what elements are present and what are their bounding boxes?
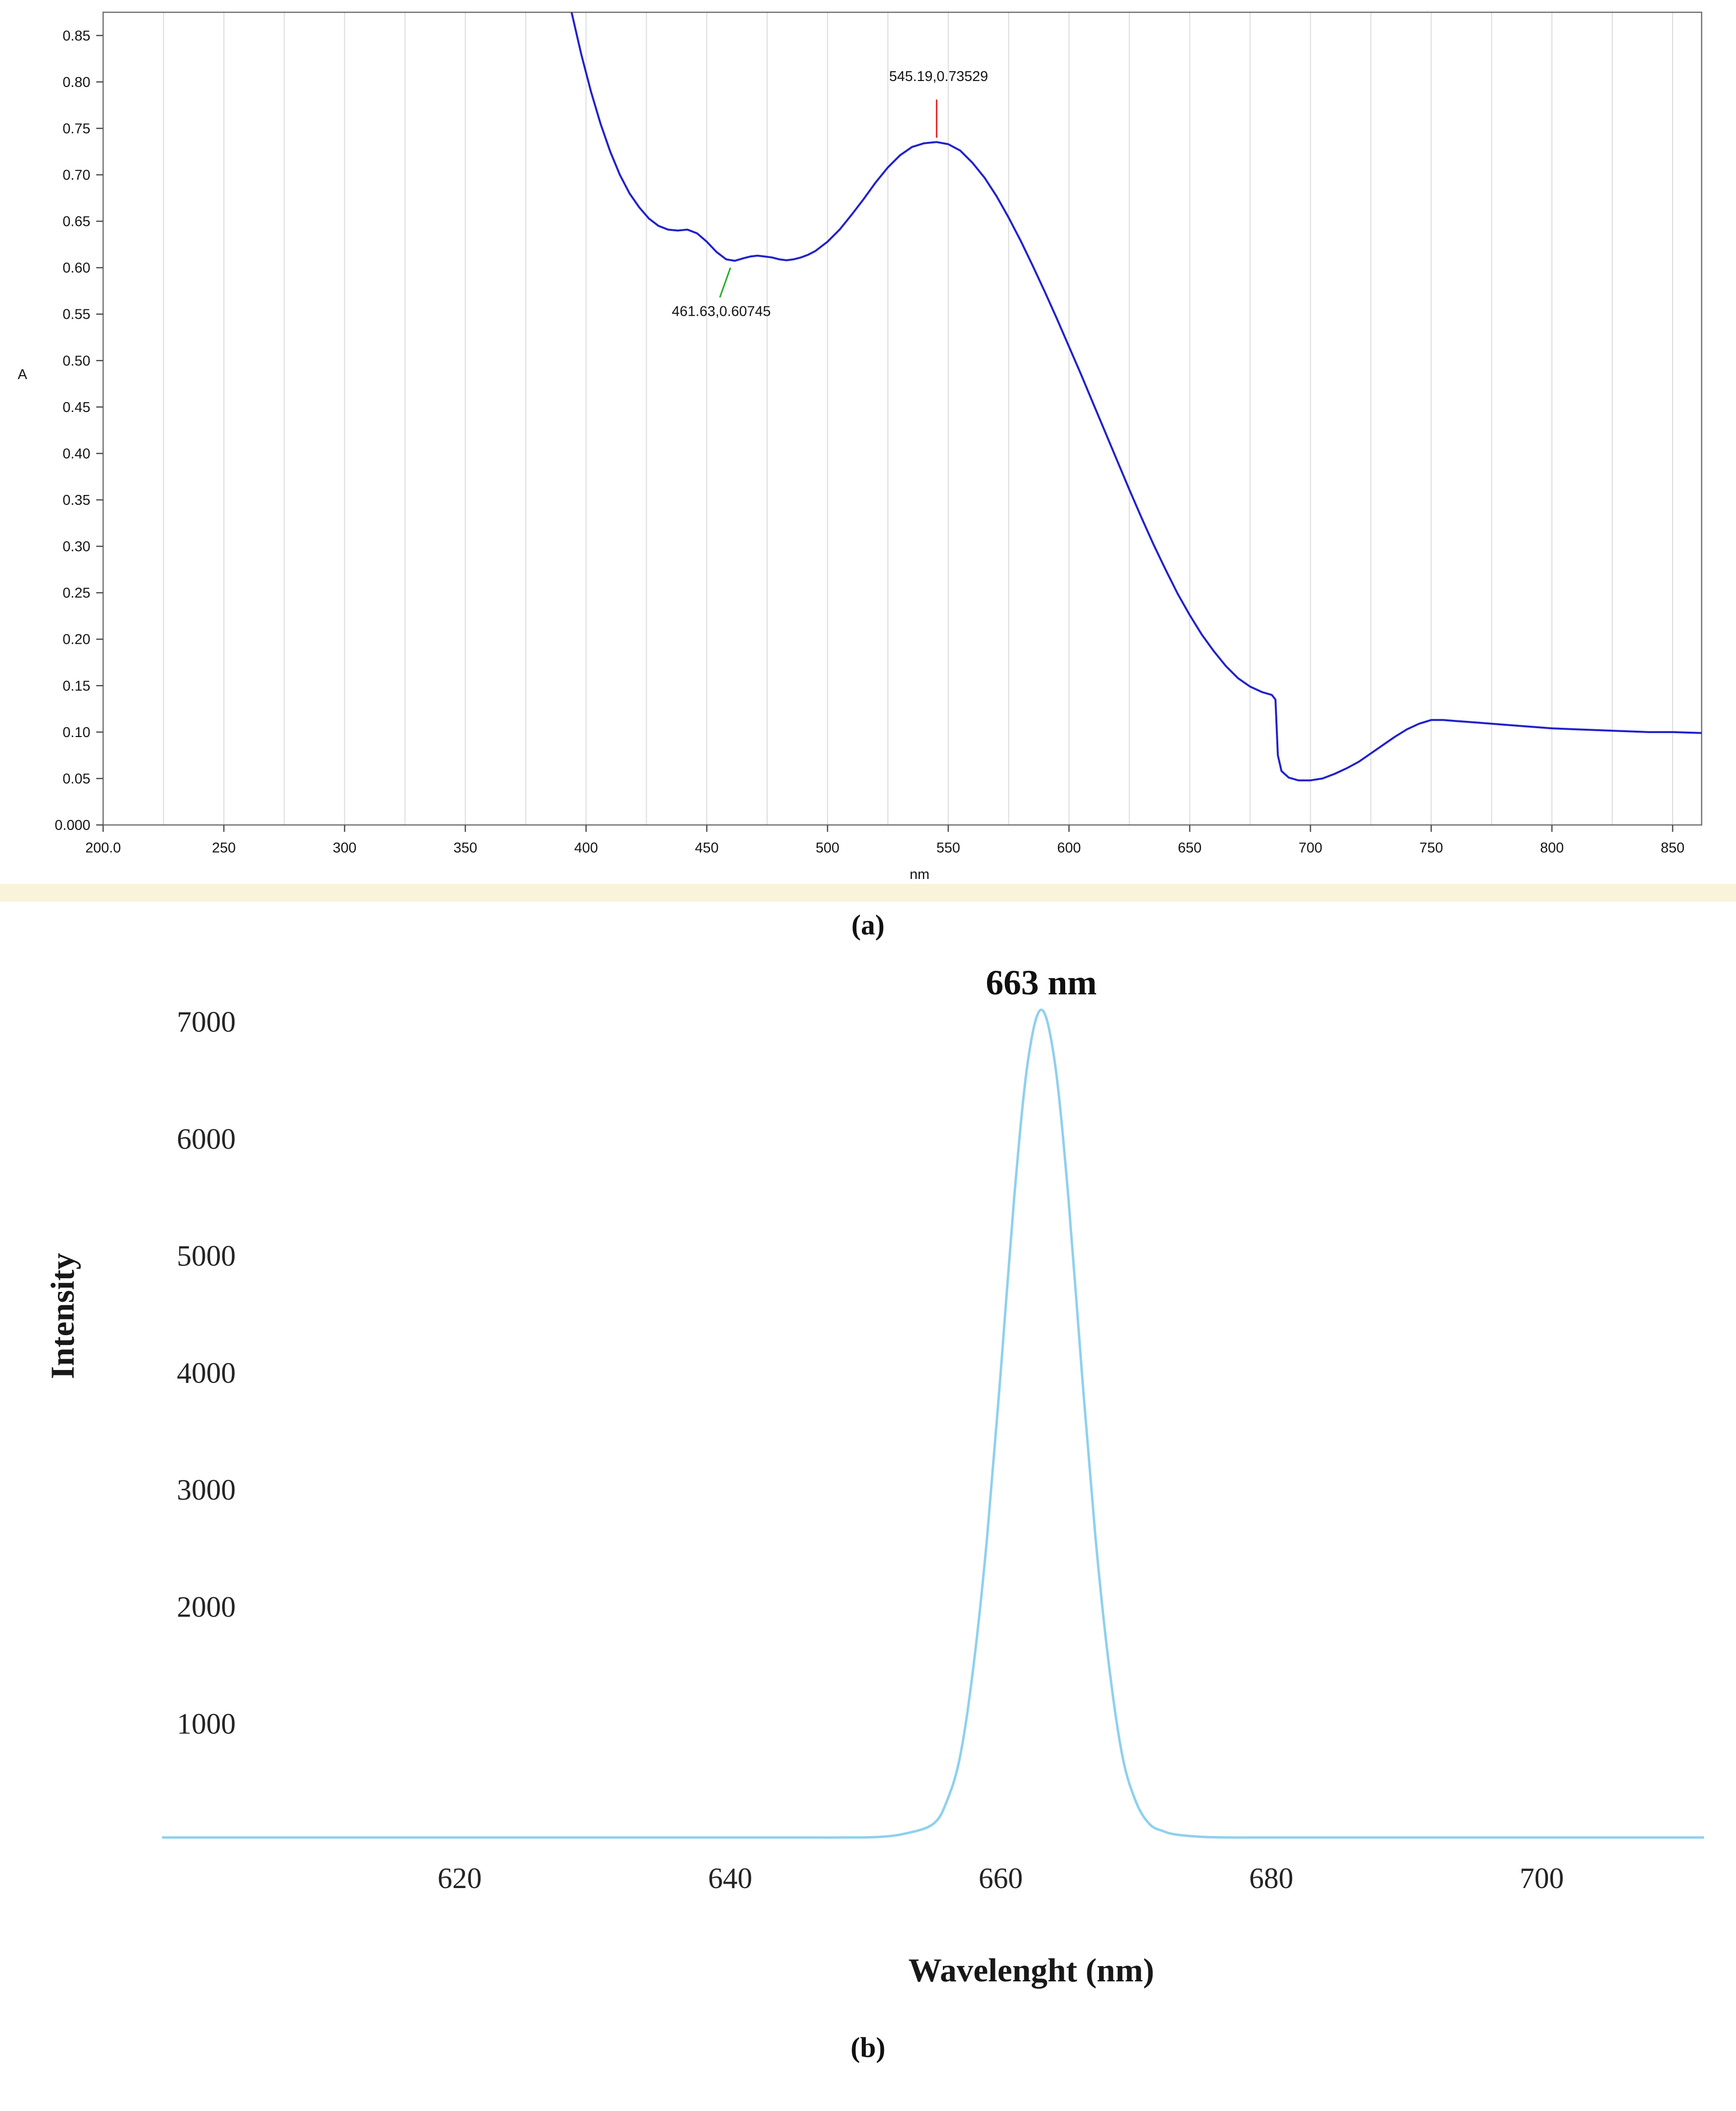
panel-b-caption: (b) — [851, 2031, 885, 2063]
x-tick-label: 550 — [937, 840, 960, 856]
y-tick-label: 0.75 — [63, 121, 90, 137]
y-tick-label: 4000 — [177, 1357, 236, 1389]
y-tick-label: 7000 — [177, 1006, 236, 1038]
y-tick-label: 0.35 — [63, 493, 90, 508]
y-tick-label: 3000 — [177, 1474, 236, 1506]
x-tick-label: 500 — [816, 840, 839, 856]
emission-curve — [162, 1008, 1704, 1839]
x-tick-label: 300 — [332, 840, 356, 856]
x-tick-label: 600 — [1057, 840, 1081, 856]
annotation-marker — [719, 267, 731, 298]
x-tick-label: 700 — [1298, 840, 1322, 856]
uv-vis-absorbance-chart: 0.000 0.05 0.10 0.15 0.20 0.25 0.30 0.35 0.40 0.4… — [18, 11, 1703, 882]
y-tick-label: 0.40 — [63, 446, 90, 462]
x-tick-label: 660 — [979, 1862, 1023, 1894]
y-tick-label: 2000 — [177, 1590, 236, 1623]
y-axis-title: Intensity — [44, 1253, 81, 1379]
y-tick-label: 6000 — [177, 1123, 236, 1155]
x-tick-label: 640 — [708, 1862, 752, 1894]
y-axis-title: A — [18, 367, 28, 383]
y-tick-label: 0.70 — [63, 167, 90, 183]
x-axis-title: Wavelenght (nm) — [909, 1951, 1155, 1989]
fluorescence-emission-chart: 1000 2000 3000 4000 5000 6000 7000 620 640 660 680… — [44, 963, 1704, 1989]
y-tick-label: 0.000 — [55, 818, 90, 833]
x-tick-label: 700 — [1519, 1862, 1564, 1894]
y-tick-label: 0.20 — [63, 632, 90, 648]
absorbance-plot: 0.000 0.05 0.10 0.15 0.20 0.25 0.30 0.35 0.40 0.4… — [18, 11, 1703, 882]
x-tick-label: 850 — [1661, 840, 1684, 856]
plot-frame — [102, 11, 1703, 826]
y-tick-label: 0.30 — [63, 539, 90, 555]
absorbance-curve — [570, 12, 1702, 782]
x-tick-label: 680 — [1249, 1862, 1294, 1894]
y-tick-label: 0.60 — [63, 260, 90, 276]
y-tick-label: 5000 — [177, 1240, 236, 1272]
y-tick-label: 0.65 — [63, 214, 90, 230]
y-tick-label: 0.25 — [63, 585, 90, 601]
x-axis-title: nm — [909, 867, 929, 882]
y-tick-label: 0.50 — [63, 353, 90, 369]
y-tick-label: 0.15 — [63, 678, 90, 694]
x-tick-label: 650 — [1178, 840, 1201, 856]
panel-a-caption: (a) — [851, 909, 885, 941]
x-tick-label: 620 — [438, 1862, 482, 1894]
peak-wavelength-label: 663 nm — [986, 963, 1097, 1002]
annotation-label: 461.63,0.60745 — [672, 303, 771, 319]
y-tick-label: 0.45 — [63, 400, 90, 415]
y-tick-label: 0.80 — [63, 75, 90, 90]
emission-plot: 1000 2000 3000 4000 5000 6000 7000 620 640 660 680… — [44, 963, 1704, 1989]
y-tick-label: 0.05 — [63, 771, 90, 787]
x-tick-label: 200.0 — [85, 840, 121, 856]
separator-band — [0, 884, 1736, 902]
annotation-label: 545.19,0.73529 — [889, 69, 988, 84]
x-tick-label: 350 — [453, 840, 477, 856]
y-tick-label: 0.85 — [63, 28, 90, 44]
y-tick-label: 0.55 — [63, 307, 90, 323]
x-tick-label: 250 — [212, 840, 236, 856]
y-tick-label: 1000 — [177, 1708, 236, 1740]
x-tick-label: 450 — [695, 840, 718, 856]
x-tick-label: 400 — [574, 840, 598, 856]
x-tick-label: 750 — [1419, 840, 1443, 856]
x-tick-label: 800 — [1540, 840, 1564, 856]
y-tick-label: 0.10 — [63, 725, 90, 740]
